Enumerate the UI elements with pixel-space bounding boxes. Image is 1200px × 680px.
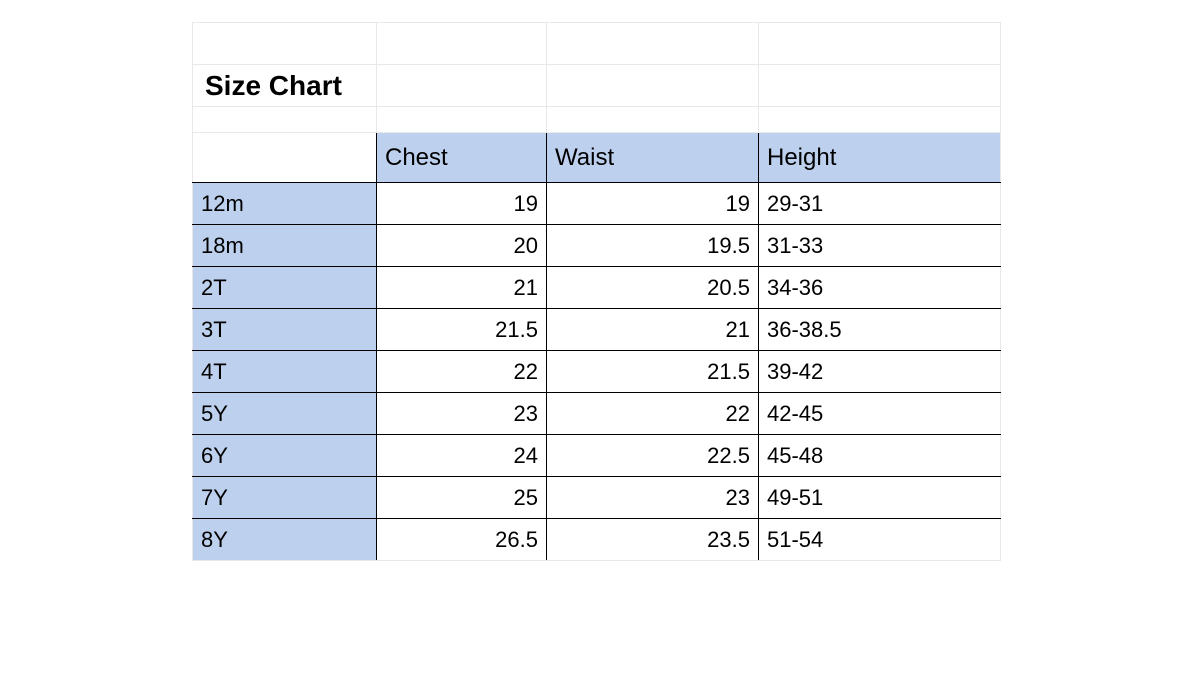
chest-cell: 19	[377, 183, 547, 225]
size-cell: 18m	[193, 225, 377, 267]
header-chest: Chest	[377, 133, 547, 183]
size-cell: 4T	[193, 351, 377, 393]
header-blank	[193, 133, 377, 183]
size-chart-container: Size Chart Chest Waist Height 12m191929-…	[192, 22, 1000, 561]
table-row: 18m2019.531-33	[193, 225, 1001, 267]
chest-cell: 20	[377, 225, 547, 267]
table-row: 3T21.52136-38.5	[193, 309, 1001, 351]
size-cell: 6Y	[193, 435, 377, 477]
table-title: Size Chart	[193, 65, 377, 107]
header-row: Chest Waist Height	[193, 133, 1001, 183]
chest-cell: 22	[377, 351, 547, 393]
table-row: 5Y232242-45	[193, 393, 1001, 435]
table-row: 6Y2422.545-48	[193, 435, 1001, 477]
height-cell: 45-48	[759, 435, 1001, 477]
waist-cell: 21.5	[547, 351, 759, 393]
height-cell: 31-33	[759, 225, 1001, 267]
header-waist: Waist	[547, 133, 759, 183]
height-cell: 34-36	[759, 267, 1001, 309]
chest-cell: 26.5	[377, 519, 547, 561]
blank-row-top	[193, 23, 1001, 65]
table-row: 8Y26.523.551-54	[193, 519, 1001, 561]
header-height: Height	[759, 133, 1001, 183]
waist-cell: 22.5	[547, 435, 759, 477]
waist-cell: 20.5	[547, 267, 759, 309]
waist-cell: 19	[547, 183, 759, 225]
size-cell: 8Y	[193, 519, 377, 561]
chest-cell: 21	[377, 267, 547, 309]
spacer-row	[193, 107, 1001, 133]
waist-cell: 21	[547, 309, 759, 351]
waist-cell: 23.5	[547, 519, 759, 561]
size-cell: 7Y	[193, 477, 377, 519]
size-cell: 5Y	[193, 393, 377, 435]
height-cell: 29-31	[759, 183, 1001, 225]
table-row: 12m191929-31	[193, 183, 1001, 225]
chest-cell: 21.5	[377, 309, 547, 351]
table-row: 7Y252349-51	[193, 477, 1001, 519]
chest-cell: 25	[377, 477, 547, 519]
chest-cell: 24	[377, 435, 547, 477]
size-cell: 2T	[193, 267, 377, 309]
table-row: 4T2221.539-42	[193, 351, 1001, 393]
table-row: 2T2120.534-36	[193, 267, 1001, 309]
height-cell: 49-51	[759, 477, 1001, 519]
height-cell: 36-38.5	[759, 309, 1001, 351]
waist-cell: 19.5	[547, 225, 759, 267]
height-cell: 51-54	[759, 519, 1001, 561]
size-cell: 12m	[193, 183, 377, 225]
waist-cell: 22	[547, 393, 759, 435]
size-chart-table: Size Chart Chest Waist Height 12m191929-…	[192, 22, 1001, 561]
height-cell: 39-42	[759, 351, 1001, 393]
chest-cell: 23	[377, 393, 547, 435]
waist-cell: 23	[547, 477, 759, 519]
size-cell: 3T	[193, 309, 377, 351]
height-cell: 42-45	[759, 393, 1001, 435]
title-row: Size Chart	[193, 65, 1001, 107]
